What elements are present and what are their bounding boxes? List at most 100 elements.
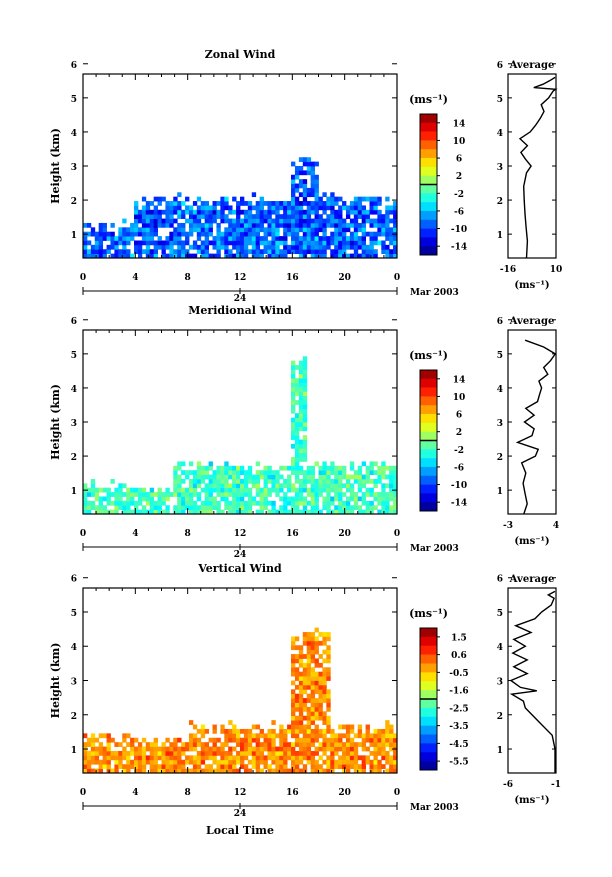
heatmap-cell [283, 755, 288, 761]
heatmap-cell [306, 706, 312, 712]
heatmap-cell [361, 253, 367, 259]
heatmap-cell [188, 746, 194, 752]
heatmap-cell [224, 465, 229, 471]
heatmap-cell [106, 492, 111, 497]
heatmap-cell [137, 492, 143, 497]
heatmap-cell [322, 192, 327, 198]
heatmap-cell [298, 222, 304, 228]
heatmap-cell [310, 174, 315, 180]
heatmap-cell [86, 755, 92, 761]
heatmap-cell [220, 236, 225, 241]
heatmap-cell [345, 209, 351, 215]
heatmap-cell [302, 240, 308, 246]
heatmap-cell [294, 187, 300, 193]
heatmap-cell [267, 470, 272, 475]
heatmap-cell [353, 764, 359, 769]
heatmap-cell [294, 465, 300, 471]
heatmap-cell [357, 227, 363, 233]
heatmap-cell [353, 227, 359, 233]
heatmap-cell [306, 733, 312, 739]
x-tick-label: 16 [286, 529, 299, 539]
heatmap-cell [83, 240, 88, 246]
heatmap-cell [145, 205, 151, 211]
heatmap-cell [118, 496, 123, 502]
heatmap-cell [126, 227, 131, 233]
colorbar-label: 0.6 [451, 651, 467, 661]
heatmap-cell [318, 755, 323, 761]
heatmap-cell [381, 496, 386, 502]
x-tick-label: 0 [80, 788, 86, 798]
heatmap-cell [393, 470, 398, 475]
heatmap-cell [294, 764, 300, 769]
heatmap-cell [294, 430, 300, 436]
heatmap-cell [283, 236, 288, 241]
heatmap-cell [357, 465, 363, 471]
heatmap-cell [161, 759, 166, 765]
heatmap-cell [345, 483, 351, 489]
heatmap-cell [212, 742, 217, 747]
heatmap-cell [338, 236, 343, 241]
heatmap-cell [291, 187, 296, 193]
heatmap-cell [365, 733, 370, 739]
heatmap-cell [153, 227, 158, 233]
heatmap-cell [243, 240, 249, 246]
heatmap-cell [369, 236, 374, 241]
heatmap-cell [204, 492, 210, 497]
average-y-tick-label: 1 [497, 487, 503, 497]
heatmap-cell [228, 470, 233, 475]
heatmap-cell [342, 205, 347, 211]
heatmap-cell [393, 742, 398, 747]
heatmap-cell [271, 249, 276, 255]
heatmap-cell [130, 227, 135, 233]
heatmap-cell [130, 742, 135, 747]
heatmap-cell [86, 231, 92, 237]
average-y-tick-label: 6 [497, 317, 503, 327]
heatmap-cell [302, 391, 308, 397]
heatmap-cell [389, 505, 394, 511]
heatmap-cell [302, 422, 308, 427]
heatmap-cell [314, 728, 319, 734]
heatmap-cell [240, 244, 245, 250]
heatmap-cell [361, 483, 367, 489]
heatmap-cell [243, 253, 249, 259]
heatmap-cell [173, 746, 178, 752]
heatmap-cell [247, 733, 253, 739]
heatmap-cell [251, 764, 257, 769]
heatmap-cell [314, 676, 319, 681]
heatmap-cell [389, 509, 394, 515]
heatmap-cell [322, 689, 327, 695]
colorbar-segment [420, 761, 437, 771]
heatmap-cell [294, 684, 300, 690]
heatmap-cell [134, 750, 139, 756]
heatmap-cell [393, 240, 398, 246]
heatmap-cell [279, 236, 284, 241]
heatmap-cell [157, 218, 162, 224]
colorbar-segment [420, 752, 437, 762]
heatmap-cell [134, 492, 139, 497]
heatmap-cell [137, 244, 143, 250]
heatmap-cell [361, 231, 367, 237]
heatmap-cell [326, 222, 331, 228]
heatmap-cell [361, 746, 367, 752]
heatmap-cell [188, 205, 194, 211]
heatmap-cell [251, 755, 257, 761]
heatmap-cell [267, 218, 272, 224]
heatmap-cell [298, 728, 304, 734]
heatmap-cell [377, 222, 382, 228]
y-tick-label: 1 [71, 487, 77, 497]
heatmap-cell [232, 737, 237, 743]
heatmap-cell [310, 636, 315, 642]
average-y-tick-label: 2 [497, 453, 503, 463]
heatmap-cell [326, 728, 331, 734]
heatmap-cell [212, 724, 217, 730]
heatmap-cell [137, 209, 143, 215]
heatmap-cell [291, 759, 296, 765]
heatmap-cell [243, 728, 249, 734]
heatmap-cell [275, 470, 280, 475]
heatmap-cell [275, 759, 280, 765]
heatmap-cells [83, 627, 398, 774]
heatmap-cell [196, 742, 202, 747]
heatmap-cell [161, 244, 166, 250]
heatmap-cell [365, 244, 370, 250]
heatmap-cell [122, 500, 127, 506]
